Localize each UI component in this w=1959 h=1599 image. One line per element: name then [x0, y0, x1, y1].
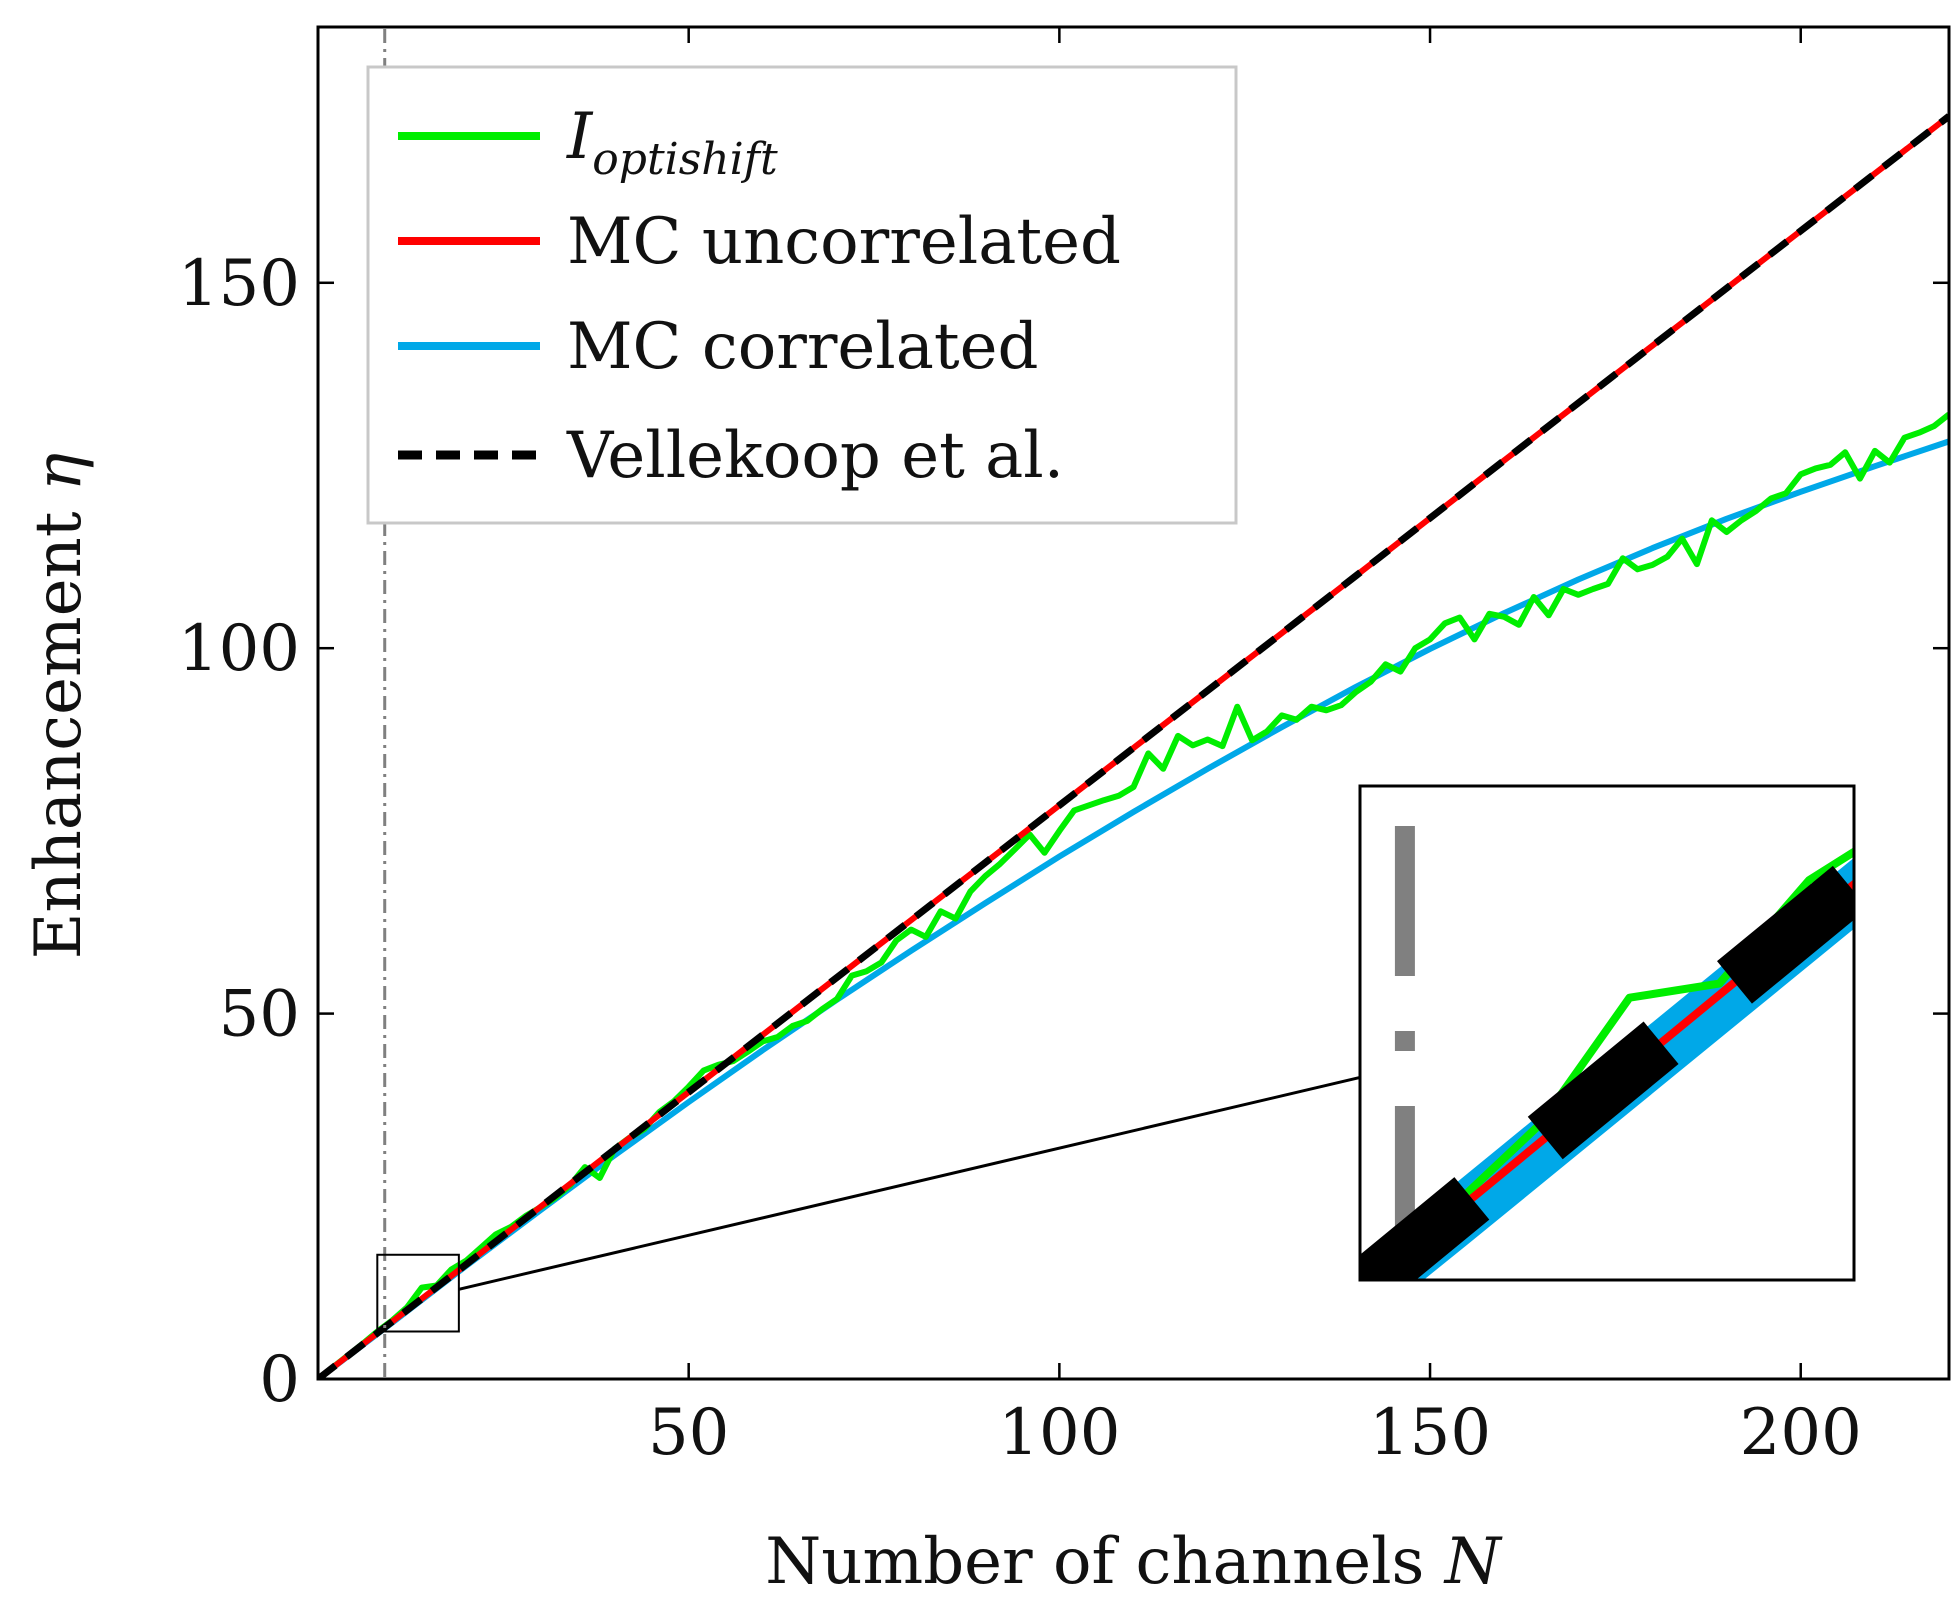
zoom-region-box [376, 1253, 460, 1333]
x-axis-label: Number of channels N [765, 1525, 1502, 1599]
x-tick-label: 100 [998, 1396, 1120, 1470]
y-tick-label: 0 [259, 1343, 300, 1417]
y-axis-label: Enhancement η [22, 453, 96, 959]
legend-label-mc-correlated: MC correlated [567, 310, 1038, 384]
y-tick-label: 100 [178, 612, 300, 686]
legend: Ioptishift MC uncorrelated MC correlated… [366, 65, 1238, 525]
y-tick-label: 50 [219, 978, 300, 1052]
x-tick-label: 150 [1369, 1396, 1491, 1470]
zoom-connector-line [458, 1075, 1361, 1291]
tick-layer: 50 100 150 200 0 50 100 150 [178, 27, 1949, 1470]
legend-label-mc-uncorrelated: MC uncorrelated [567, 205, 1121, 279]
x-tick-label: 200 [1740, 1396, 1862, 1470]
legend-label-optishift: Ioptishift [566, 100, 778, 185]
legend-box [366, 65, 1238, 525]
x-tick-label: 50 [648, 1396, 729, 1470]
inset-zoom-panel [1358, 784, 1856, 1282]
plot-area [318, 113, 1949, 1379]
y-tick-label: 150 [178, 247, 300, 321]
series-line-vellekoop-et-al [318, 113, 1949, 1379]
axes-frame [316, 25, 1951, 1381]
zoom-indicator-layer [376, 1075, 1361, 1333]
series-line-i [330, 411, 1949, 1370]
legend-label-vellekoop: Vellekoop et al. [566, 419, 1064, 493]
